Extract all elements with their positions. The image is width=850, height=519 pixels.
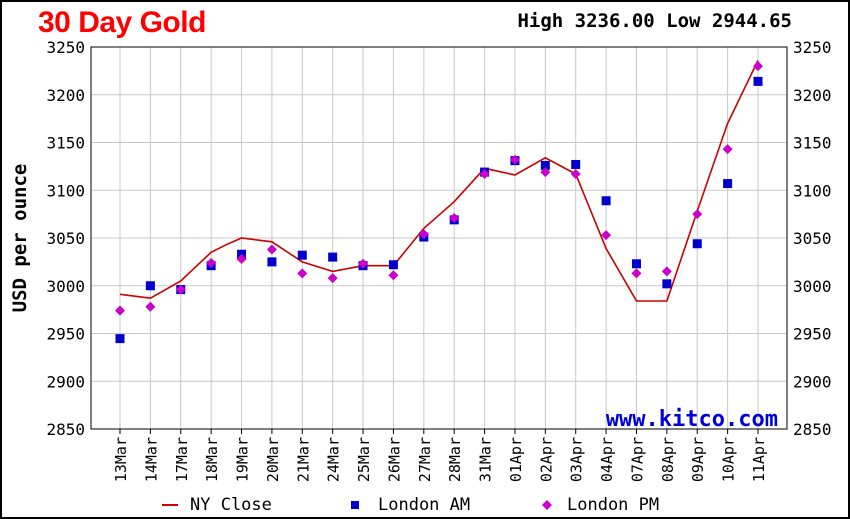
y-tick-label-left: 3250 — [46, 38, 85, 57]
marker-london-pm — [722, 144, 733, 155]
watermark-text: www.kitco.com — [606, 407, 778, 432]
x-tick-label: 18Mar — [203, 437, 221, 482]
marker-london-pm — [753, 61, 763, 72]
y-tick-label-left: 2900 — [46, 372, 85, 391]
marker-london-pm — [266, 244, 277, 255]
x-tick-label: 02Apr — [537, 437, 555, 482]
x-tick-label: 09Apr — [689, 437, 707, 482]
legend-swatch-london-am — [351, 501, 359, 509]
x-tick-label: 20Mar — [264, 437, 282, 482]
y-tick-label-right: 2850 — [793, 420, 832, 439]
y-tick-label-right: 2900 — [793, 372, 832, 391]
marker-london-am — [723, 179, 733, 189]
marker-london-pm — [449, 212, 460, 223]
y-tick-label-left: 3000 — [46, 277, 85, 296]
x-tick-label: 19Mar — [234, 437, 252, 482]
legend-label-ny-close: NY Close — [190, 495, 272, 515]
x-tick-label: 31Mar — [477, 437, 495, 482]
y-tick-label-left: 3100 — [46, 181, 85, 200]
marker-london-am — [267, 257, 277, 267]
x-tick-label: 27Mar — [416, 437, 434, 482]
y-tick-label-right: 2950 — [793, 325, 832, 344]
chart-title: 30 Day Gold — [38, 6, 206, 39]
marker-london-pm — [631, 268, 642, 279]
x-tick-label: 11Apr — [750, 437, 768, 482]
marker-london-am — [297, 250, 307, 260]
series-line-ny-close — [119, 60, 759, 302]
x-tick-label: 24Mar — [325, 437, 343, 482]
marker-london-am — [601, 196, 611, 206]
marker-london-pm — [297, 268, 308, 279]
marker-london-pm — [358, 258, 369, 269]
x-tick-label: 26Mar — [385, 437, 403, 482]
x-tick-label: 10Apr — [720, 437, 738, 482]
x-tick-label: 03Apr — [568, 437, 586, 482]
marker-london-pm — [509, 154, 520, 165]
marker-london-pm — [145, 301, 156, 312]
y-tick-label-right: 3200 — [793, 86, 832, 105]
x-tick-label: 13Mar — [112, 437, 130, 482]
legend-swatch-london-pm — [542, 500, 552, 510]
marker-london-am — [328, 252, 338, 262]
y-tick-label-left: 3200 — [46, 86, 85, 105]
marker-london-pm — [601, 230, 612, 241]
y-tick-label-left: 3050 — [46, 229, 85, 248]
marker-london-am — [115, 334, 125, 344]
marker-london-am — [631, 259, 641, 269]
x-tick-label: 21Mar — [294, 437, 312, 482]
y-tick-label-right: 3000 — [793, 277, 832, 296]
y-tick-label-left: 2950 — [46, 325, 85, 344]
marker-london-pm — [540, 167, 551, 178]
marker-london-pm — [388, 270, 399, 281]
x-tick-label: 04Apr — [598, 437, 616, 482]
x-tick-label: 28Mar — [446, 437, 464, 482]
y-tick-label-right: 3050 — [793, 229, 832, 248]
marker-london-pm — [115, 305, 125, 316]
marker-london-am — [692, 239, 702, 249]
marker-london-am — [540, 160, 550, 170]
y-tick-label-left: 3150 — [46, 134, 85, 153]
marker-london-pm — [570, 169, 581, 180]
marker-london-pm — [692, 209, 703, 220]
marker-london-am — [662, 279, 672, 289]
x-tick-label: 07Apr — [628, 437, 646, 482]
legend-label-london-am: London AM — [378, 495, 470, 515]
marker-london-pm — [206, 257, 217, 268]
y-axis-label: USD per ounce — [9, 164, 31, 313]
high-low-readout: High 3236.00 Low 2944.65 — [517, 10, 792, 32]
marker-london-am — [388, 260, 398, 270]
marker-london-am — [753, 76, 763, 86]
marker-london-pm — [418, 229, 429, 240]
marker-london-pm — [479, 169, 490, 180]
x-tick-label: 01Apr — [507, 437, 525, 482]
y-tick-label-right: 3150 — [793, 134, 832, 153]
x-tick-label: 08Apr — [659, 437, 677, 482]
marker-london-pm — [236, 254, 247, 265]
x-tick-label: 17Mar — [173, 437, 191, 482]
y-tick-label-left: 2850 — [46, 420, 85, 439]
plot-border — [90, 46, 788, 430]
legend-label-london-pm: London PM — [567, 495, 659, 515]
x-tick-label: 25Mar — [355, 437, 373, 482]
y-tick-label-right: 3250 — [793, 38, 832, 57]
marker-london-pm — [175, 284, 186, 295]
marker-london-am — [571, 159, 581, 169]
marker-london-am — [145, 281, 155, 291]
y-tick-label-right: 3100 — [793, 181, 832, 200]
x-tick-label: 14Mar — [142, 437, 160, 482]
marker-london-pm — [661, 266, 672, 277]
marker-london-pm — [327, 273, 338, 284]
